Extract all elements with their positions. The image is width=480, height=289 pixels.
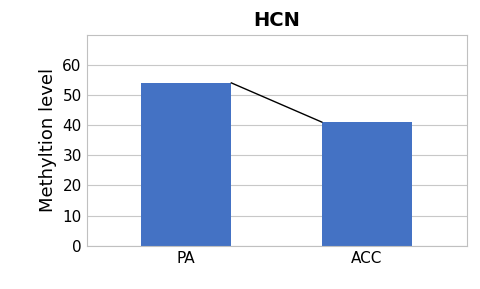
Y-axis label: Methyltion level: Methyltion level — [39, 68, 57, 212]
Bar — [141, 83, 231, 246]
Title: HCN: HCN — [252, 11, 300, 30]
Bar — [321, 122, 411, 246]
